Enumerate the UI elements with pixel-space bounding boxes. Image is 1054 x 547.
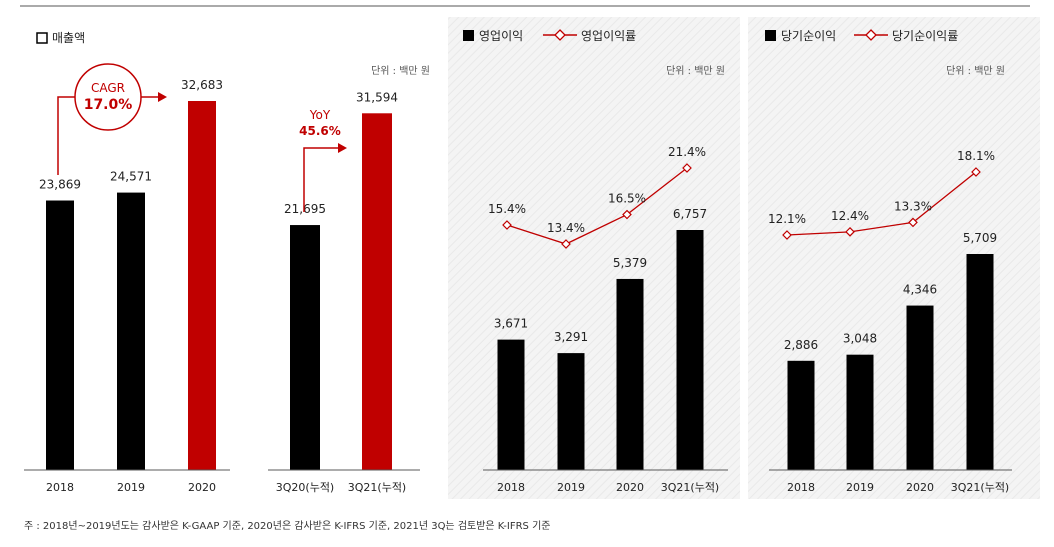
bar-2019 bbox=[117, 192, 145, 470]
margin-point bbox=[622, 209, 632, 220]
margin-value-label: 21.4% bbox=[668, 145, 706, 159]
legend-label-net-margin: 당기순이익률 bbox=[892, 29, 958, 43]
margin-point bbox=[561, 239, 571, 249]
bar-3Q21(누적) bbox=[676, 230, 704, 470]
x-tick-label: 3Q21(누적) bbox=[951, 481, 1009, 494]
cagr-arrow-line-a bbox=[57, 96, 75, 175]
bar-2018 bbox=[787, 360, 815, 470]
x-tick-label: 2019 bbox=[117, 481, 145, 494]
margin-point bbox=[502, 220, 512, 230]
cagr-label: CAGR bbox=[91, 81, 125, 95]
bar-value-label: 5,709 bbox=[963, 231, 997, 245]
margin-value-label: 13.3% bbox=[894, 199, 932, 213]
x-tick-label: 3Q21(누적) bbox=[661, 481, 719, 494]
yoy-arrow-head bbox=[338, 143, 347, 153]
bar-3Q20(누적) bbox=[290, 225, 320, 470]
bar-value-label: 3,048 bbox=[843, 332, 877, 346]
x-tick-label: 2020 bbox=[616, 481, 644, 494]
margin-line bbox=[506, 167, 688, 245]
bar-3Q21(누적) bbox=[966, 254, 994, 470]
legend-label-operating-profit: 영업이익 bbox=[479, 29, 523, 43]
x-tick-label: 3Q20(누적) bbox=[276, 481, 334, 494]
legend-label-revenue: 매출액 bbox=[52, 31, 85, 45]
x-tick-label: 2018 bbox=[46, 481, 74, 494]
unit-label-operating: 단위 : 백만 원 bbox=[666, 64, 725, 77]
margin-point bbox=[845, 227, 855, 237]
margin-value-label: 13.4% bbox=[547, 221, 585, 235]
margin-value-label: 15.4% bbox=[488, 202, 526, 216]
bar-value-label: 5,379 bbox=[613, 256, 647, 270]
yoy-arrow-line bbox=[303, 147, 338, 212]
bar-value-label: 4,346 bbox=[903, 283, 937, 297]
margin-value-label: 12.1% bbox=[768, 212, 806, 226]
bar-2019 bbox=[557, 353, 585, 470]
bar-value-label: 24,571 bbox=[110, 170, 152, 184]
bar-value-label: 23,869 bbox=[39, 178, 81, 192]
bar-3Q21(누적) bbox=[362, 113, 392, 470]
margin-value-label: 18.1% bbox=[957, 149, 995, 163]
legend-swatch-net-income bbox=[765, 30, 776, 41]
cagr-value: 17.0% bbox=[84, 97, 133, 113]
bar-value-label: 31,594 bbox=[356, 90, 398, 104]
cagr-circle bbox=[74, 63, 142, 131]
legend-marker-operating-margin bbox=[554, 29, 566, 41]
bar-value-label: 21,695 bbox=[284, 202, 326, 216]
bar-value-label: 3,671 bbox=[494, 317, 528, 331]
bar-2019 bbox=[846, 354, 874, 470]
x-tick-label: 2018 bbox=[787, 481, 815, 494]
x-tick-label: 2018 bbox=[497, 481, 525, 494]
yoy-label: YoY bbox=[309, 108, 331, 122]
bar-value-label: 3,291 bbox=[554, 330, 588, 344]
bar-value-label: 32,683 bbox=[181, 78, 223, 92]
legend-label-operating-margin: 영업이익률 bbox=[581, 29, 636, 43]
bar-2020 bbox=[188, 101, 216, 470]
operating-profit-chart: 영업이익 영업이익률 단위 : 백만 원 3,671 2018 3,291 2019 5… bbox=[463, 29, 728, 494]
legend-swatch-operating-profit bbox=[463, 30, 474, 41]
margin-point bbox=[682, 163, 692, 173]
margin-value-label: 16.5% bbox=[608, 192, 646, 206]
margin-point bbox=[908, 217, 918, 228]
footnote: 주 : 2018년~2019년도는 감사받은 K-GAAP 기준, 2020년은… bbox=[24, 520, 551, 532]
yoy-value: 45.6% bbox=[299, 124, 341, 138]
legend-swatch-revenue bbox=[36, 32, 48, 44]
legend-marker-net-margin bbox=[865, 29, 877, 41]
cagr-arrow-head bbox=[158, 92, 167, 102]
margin-line bbox=[786, 171, 977, 236]
margin-value-label: 12.4% bbox=[831, 209, 869, 223]
bar-2018 bbox=[46, 200, 74, 471]
unit-label-revenue-2: 단위 : 백만 원 bbox=[371, 64, 430, 77]
x-tick-label: 2020 bbox=[906, 481, 934, 494]
bar-2020 bbox=[906, 305, 934, 470]
x-tick-label: 2020 bbox=[188, 481, 216, 494]
bar-2020 bbox=[616, 278, 644, 470]
unit-label-net: 단위 : 백만 원 bbox=[946, 64, 1005, 77]
x-tick-label: 2019 bbox=[846, 481, 874, 494]
revenue-chart: 매출액 단위 : 백만 원 23,869 2018 24,571 2019 32,683… bbox=[24, 31, 430, 494]
bar-value-label: 2,886 bbox=[784, 338, 818, 352]
margin-point bbox=[971, 167, 981, 177]
bar-2018 bbox=[497, 339, 525, 470]
net-income-chart: 당기순이익 당기순이익률 단위 : 백만 원 2,886 2018 3,048 201… bbox=[765, 29, 1012, 494]
margin-point bbox=[782, 230, 792, 240]
legend-label-net-income: 당기순이익 bbox=[781, 29, 836, 43]
bar-value-label: 6,757 bbox=[673, 207, 707, 221]
x-tick-label: 3Q21(누적) bbox=[348, 481, 406, 494]
x-tick-label: 2019 bbox=[557, 481, 585, 494]
